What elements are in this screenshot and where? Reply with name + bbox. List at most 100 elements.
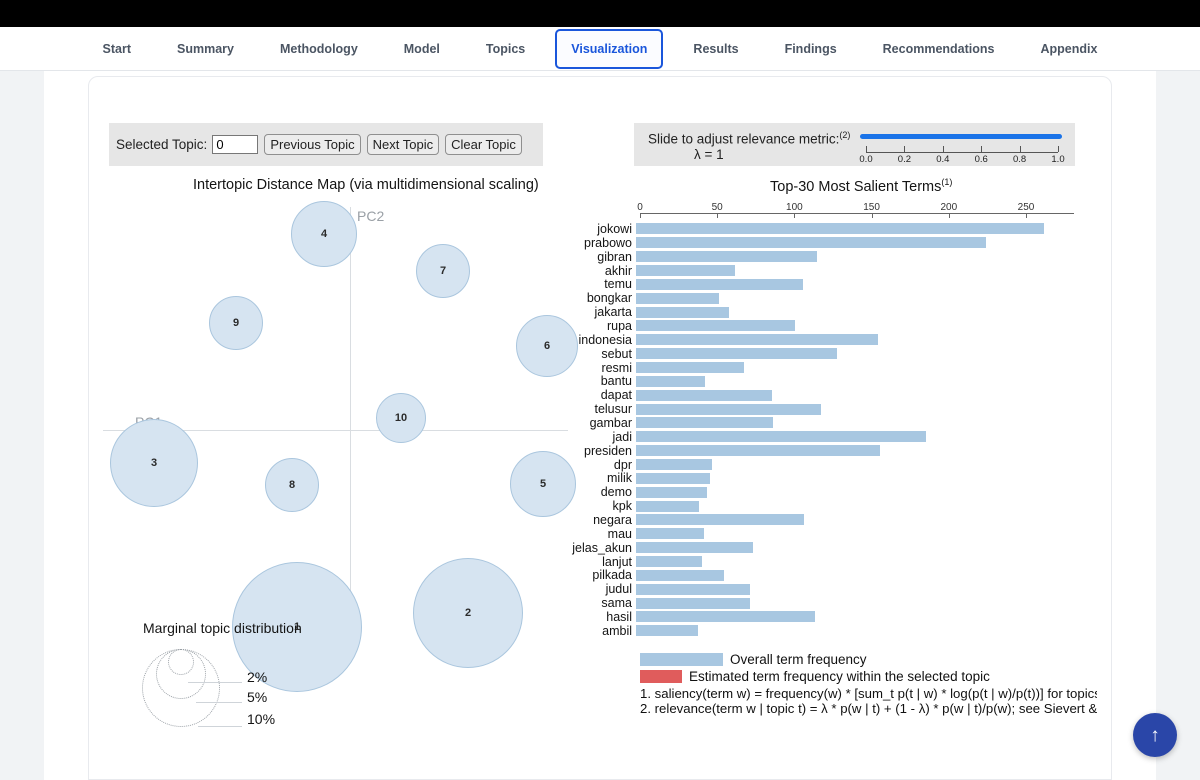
term-frequency-bar[interactable]: [636, 278, 803, 290]
slider-tick: [981, 146, 983, 152]
clear-topic-button[interactable]: Clear Topic: [445, 134, 522, 155]
term-frequency-bar[interactable]: [636, 417, 774, 429]
bar-row: presiden: [560, 444, 1097, 458]
tab-methodology[interactable]: Methodology: [280, 41, 358, 56]
topic-bubble-number: 6: [543, 340, 551, 352]
term-frequency-bar[interactable]: [636, 486, 708, 498]
topic-bubble-1[interactable]: 1: [232, 562, 362, 692]
next-topic-button[interactable]: Next Topic: [366, 134, 440, 155]
bar-row: ambil: [560, 624, 1097, 638]
topic-bubble-number: 7: [439, 265, 447, 277]
term-frequency-bar[interactable]: [636, 348, 837, 360]
x-axis-tick-label: 150: [863, 202, 880, 213]
selected-topic-frequency-label: Estimated term frequency within the sele…: [689, 669, 990, 684]
term-frequency-bar[interactable]: [636, 528, 704, 540]
term-label: gambar: [589, 415, 632, 430]
previous-topic-button[interactable]: Previous Topic: [264, 134, 361, 155]
term-frequency-bar[interactable]: [636, 459, 712, 471]
term-frequency-bar[interactable]: [636, 292, 720, 304]
topic-bubble-5[interactable]: 5: [510, 451, 576, 517]
x-axis-tick: [948, 214, 950, 218]
term-frequency-bar[interactable]: [636, 569, 724, 581]
term-frequency-bar[interactable]: [636, 320, 796, 332]
size-legend-label-10pct: 10%: [247, 711, 276, 727]
term-frequency-bar[interactable]: [636, 403, 822, 415]
tab-recommendations[interactable]: Recommendations: [882, 41, 995, 56]
term-label: milik: [607, 471, 632, 486]
term-frequency-bar[interactable]: [636, 223, 1044, 235]
relevance-slider-label: Slide to adjust relevance metric:(2): [648, 130, 851, 147]
tab-model[interactable]: Model: [403, 41, 440, 56]
term-frequency-bar[interactable]: [636, 375, 706, 387]
term-label: judul: [605, 582, 632, 597]
selected-topic-frequency-swatch: [640, 670, 682, 683]
tab-bar: Start Summary Methodology Model Topics Visual…: [0, 27, 1200, 71]
selected-topic-input[interactable]: [212, 135, 259, 154]
topic-bubble-number: 9: [232, 317, 240, 329]
size-legend-line-2pct: [188, 682, 242, 683]
term-frequency-bar[interactable]: [636, 306, 729, 318]
term-frequency-bar[interactable]: [636, 362, 745, 374]
bar-row: temu: [560, 277, 1097, 291]
term-label: jakarta: [594, 305, 632, 320]
tab-topics[interactable]: Topics: [485, 41, 526, 56]
term-frequency-bar[interactable]: [636, 445, 880, 457]
tab-appendix[interactable]: Appendix: [1040, 41, 1098, 56]
bar-row: telusur: [560, 402, 1097, 416]
legend-selected-topic-frequency: Estimated term frequency within the sele…: [640, 669, 990, 684]
tab-results[interactable]: Results: [693, 41, 739, 56]
size-legend-line-5pct: [196, 702, 242, 703]
term-frequency-bar[interactable]: [636, 237, 987, 249]
term-frequency-bar[interactable]: [636, 265, 735, 276]
term-frequency-bar[interactable]: [636, 251, 817, 263]
bar-row: negara: [560, 513, 1097, 527]
bar-chart-x-axis: 0 50 100 150 200 250: [637, 202, 1074, 218]
bar-row: rupa: [560, 319, 1097, 333]
term-label: bantu: [600, 374, 632, 389]
bar-row: resmi: [560, 361, 1097, 375]
term-frequency-bar[interactable]: [636, 597, 751, 609]
term-label: dapat: [600, 388, 632, 403]
term-label: telusur: [594, 402, 632, 417]
term-frequency-bar[interactable]: [636, 500, 700, 512]
topic-bubble-number: 2: [464, 607, 472, 619]
bar-row: hasil: [560, 610, 1097, 624]
term-frequency-bar[interactable]: [636, 431, 927, 443]
tab-findings[interactable]: Findings: [784, 41, 837, 56]
bar-row: gambar: [560, 416, 1097, 430]
term-label: sebut: [601, 346, 632, 361]
topic-bubble-9[interactable]: 9: [209, 296, 263, 350]
term-label: demo: [600, 485, 632, 500]
tab-start[interactable]: Start: [102, 41, 132, 56]
bar-row: lanjut: [560, 555, 1097, 569]
tab-visualization[interactable]: Visualization: [555, 28, 664, 69]
topic-bubble-8[interactable]: 8: [265, 458, 319, 512]
slider-tick-label: 0.4: [936, 154, 950, 165]
topic-bubble-6[interactable]: 6: [516, 315, 578, 377]
topic-bubble-2[interactable]: 2: [413, 558, 523, 668]
topic-bubble-4[interactable]: 4: [291, 201, 357, 267]
term-frequency-bar[interactable]: [636, 334, 879, 346]
topic-bubble-10[interactable]: 10: [376, 393, 426, 443]
term-frequency-bar[interactable]: [636, 611, 816, 623]
scroll-to-top-button[interactable]: ↑: [1133, 713, 1177, 757]
term-frequency-bar[interactable]: [636, 583, 751, 595]
term-frequency-bar[interactable]: [636, 556, 703, 568]
term-frequency-bar[interactable]: [636, 625, 698, 637]
term-frequency-bar[interactable]: [636, 472, 711, 484]
term-frequency-bar[interactable]: [636, 389, 772, 401]
relevance-slider-track[interactable]: [860, 134, 1062, 139]
slider-tick-label: 0.6: [974, 154, 988, 165]
topic-bubble-3[interactable]: 3: [110, 419, 198, 507]
term-frequency-bar[interactable]: [636, 542, 754, 554]
topic-bubble-7[interactable]: 7: [416, 244, 470, 298]
x-axis-tick-label: 200: [940, 202, 958, 213]
slider-tick: [904, 146, 906, 152]
term-frequency-bar[interactable]: [636, 514, 805, 526]
term-label: mau: [607, 526, 632, 541]
salient-terms-title: Top-30 Most Salient Terms(1): [770, 177, 953, 195]
tab-summary[interactable]: Summary: [177, 41, 234, 56]
slider-tick: [1058, 146, 1059, 152]
bar-row: jakarta: [560, 305, 1097, 319]
